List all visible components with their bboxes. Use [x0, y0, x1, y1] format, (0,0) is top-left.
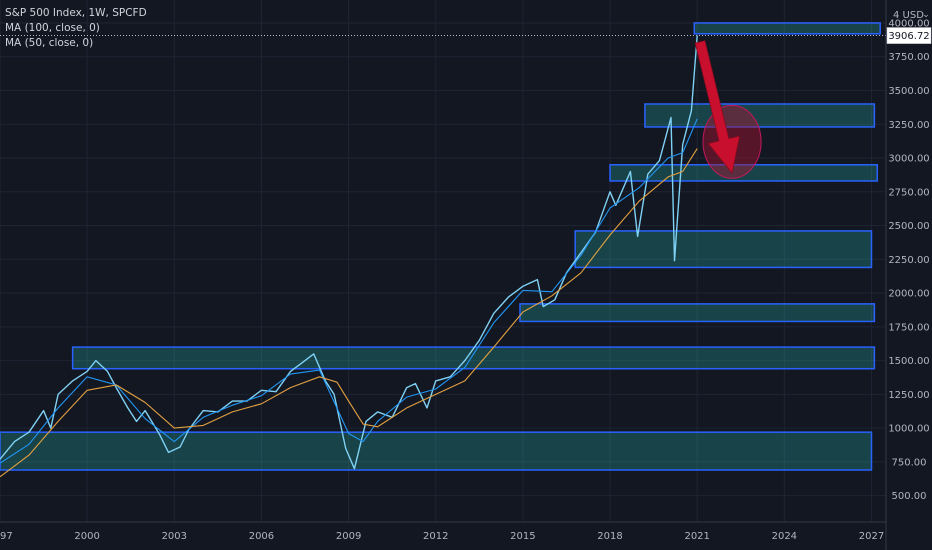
time-axis-panel[interactable]: [0, 522, 886, 550]
symbol-title[interactable]: S&P 500 Index, 1W, SPCFD: [5, 7, 147, 19]
x-tick-label: 1997: [0, 531, 13, 542]
support-resistance-zones: [0, 22, 881, 471]
ma50-line: [0, 118, 698, 464]
legend: S&P 500 Index, 1W, SPCFD MA (100, close,…: [5, 6, 147, 51]
x-tick-label: 2021: [684, 531, 709, 542]
y-tick-label: 3500.00: [888, 86, 929, 97]
y-tick-label: 2250.00: [888, 255, 929, 266]
y-tick-label: 4000.00: [888, 18, 929, 29]
price-zone[interactable]: [519, 303, 876, 323]
last-price-tag: [886, 27, 932, 44]
x-tick-label: 2018: [597, 531, 622, 542]
ma50-label[interactable]: MA (50, close, 0): [5, 37, 94, 49]
chevron-down-icon[interactable]: ⌄: [922, 10, 930, 20]
x-tick-label: 2012: [423, 531, 448, 542]
down-arrow[interactable]: [694, 40, 741, 174]
y-tick-label: 1000.00: [888, 424, 929, 435]
x-tick-label: 2006: [249, 531, 274, 542]
ma100-label[interactable]: MA (100, close, 0): [5, 22, 100, 34]
y-tick-label: 750.00: [892, 457, 927, 468]
y-tick-label: 2000.00: [888, 289, 929, 300]
y-tick-label: 3250.00: [888, 120, 929, 131]
price-zone[interactable]: [644, 103, 876, 128]
x-tick-label: 2027: [859, 531, 884, 542]
price-axis-panel[interactable]: [886, 0, 932, 550]
y-tick-label: 1750.00: [888, 322, 929, 333]
price-zone[interactable]: [609, 164, 879, 182]
y-tick-label: 3750.00: [888, 52, 929, 63]
x-tick-label: 2003: [162, 531, 187, 542]
annotations: [0, 35, 886, 179]
y-tick-label: 1250.00: [888, 390, 929, 401]
y-tick-label: 500.00: [892, 491, 927, 502]
last-price-value: 3906.72: [888, 31, 929, 42]
price-series: [0, 35, 698, 478]
price-zone[interactable]: [574, 230, 873, 269]
price-zone[interactable]: [0, 431, 873, 471]
y-tick-label: 2500.00: [888, 221, 929, 232]
x-tick-label: 2015: [510, 531, 535, 542]
y-tick-label: 3000.00: [888, 154, 929, 165]
ma100-line: [0, 148, 698, 478]
price-zone[interactable]: [693, 22, 881, 35]
y-tick-label: 1500.00: [888, 356, 929, 367]
x-tick-label: 2024: [772, 531, 797, 542]
x-tick-label: 2000: [74, 531, 99, 542]
currency-label[interactable]: 4 USD: [893, 10, 924, 21]
price-line: [0, 35, 698, 470]
price-zone[interactable]: [71, 346, 876, 370]
x-tick-label: 2009: [336, 531, 361, 542]
y-tick-label: 2750.00: [888, 187, 929, 198]
